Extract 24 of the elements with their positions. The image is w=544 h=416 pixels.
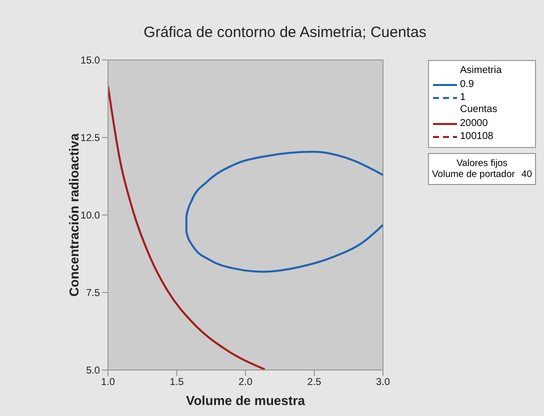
x-tick-label: 2.0 bbox=[238, 377, 253, 388]
text: Volume de portador bbox=[432, 169, 515, 180]
x-tick-label: 3.0 bbox=[376, 377, 390, 388]
y-tick-label: 5.0 bbox=[86, 366, 100, 377]
text: Cuentas bbox=[459, 104, 498, 117]
y-tick-label: 10.0 bbox=[80, 210, 100, 222]
x-tick-label: 1.5 bbox=[170, 377, 184, 388]
text: Valores fijos bbox=[455, 158, 509, 169]
legend-label: 0.9 bbox=[460, 79, 474, 90]
text: Asimetria bbox=[459, 65, 503, 78]
x-tick-label: 1.0 bbox=[101, 377, 116, 388]
y-tick-label: 7.5 bbox=[86, 288, 100, 300]
legend-label: 1 bbox=[460, 92, 466, 103]
line-series bbox=[108, 85, 266, 370]
legend-label: 100108 bbox=[460, 131, 494, 142]
legend-label: 20000 bbox=[460, 118, 488, 129]
y-tick-label: 12.5 bbox=[80, 133, 100, 144]
y-axis-title: Concentración radioactiva bbox=[66, 133, 82, 297]
x-axis-title: Volume de muestra bbox=[185, 393, 306, 408]
y-tick-label: 15.0 bbox=[80, 56, 100, 67]
text: 40 bbox=[521, 169, 532, 180]
chart-title: Gráfica de contorno de Asimetria; Cuentas bbox=[142, 24, 428, 41]
line-series bbox=[185, 150, 383, 273]
x-tick-label: 2.5 bbox=[307, 377, 322, 388]
